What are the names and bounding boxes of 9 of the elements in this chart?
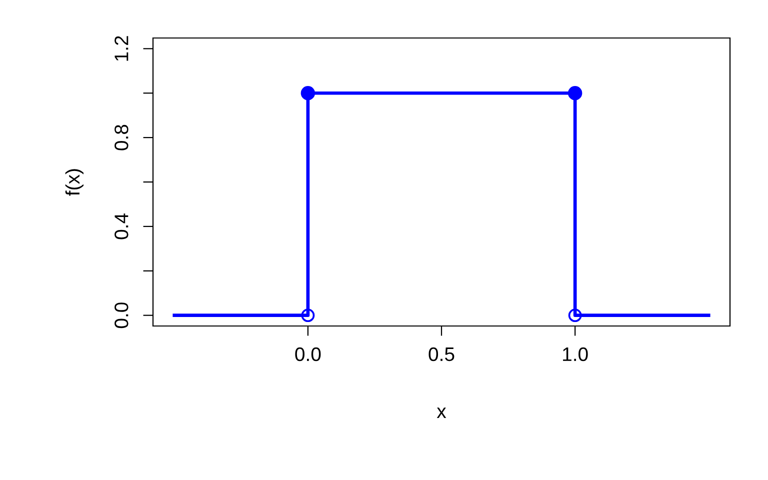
- y-tick-label: 0.8: [114, 124, 128, 150]
- x-tick-label: 0.0: [295, 347, 321, 362]
- x-axis-title: x: [436, 408, 446, 418]
- y-tick-label: 1.2: [114, 36, 128, 61]
- y-tick-label: 0.0: [114, 302, 128, 328]
- y-tick-label: 0.4: [114, 213, 128, 240]
- x-tick-label: 0.5: [428, 347, 454, 362]
- x-tick-label: 1.0: [563, 347, 588, 362]
- y-axis-title: f(x): [65, 169, 84, 196]
